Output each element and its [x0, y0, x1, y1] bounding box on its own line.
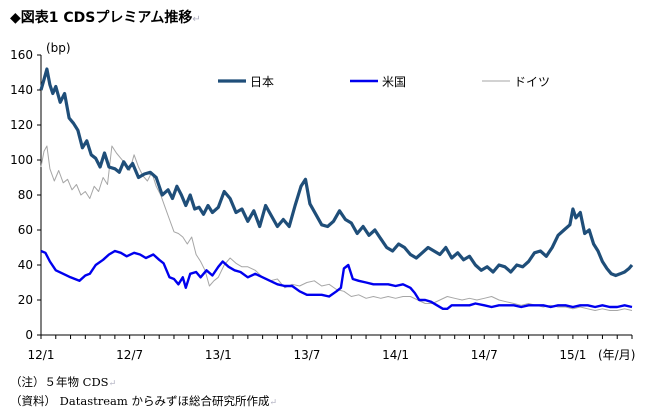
x-tick-label: 14/1 [382, 348, 409, 362]
y-tick-label: 160 [10, 48, 33, 62]
series-line-japan [39, 67, 634, 278]
y-axis-label: (bp) [46, 41, 71, 55]
y-tick-label: 120 [10, 118, 33, 132]
legend-label-japan: 日本 [250, 75, 274, 89]
y-tick-label: 80 [18, 188, 33, 202]
y-tick-label: 0 [25, 328, 33, 342]
x-tick-label: 12/7 [116, 348, 143, 362]
y-tick-label: 20 [18, 293, 33, 307]
note-line-2: （資料） Datastream からみずほ総合研究所作成↵ [10, 393, 277, 409]
cds-line-chart: 0 20 40 60 80 100 120 140 160 12/1 12/7 13/1 13/7 14… [10, 41, 635, 362]
series-line-germany [40, 145, 633, 311]
y-tick-label: 100 [10, 153, 33, 167]
x-axis: 12/1 12/7 13/1 13/7 14/1 14/7 15/1 [28, 334, 633, 362]
legend-label-us: 米国 [382, 75, 406, 89]
chart-title-text: ◆図表1 CDSプレミアム推移 [10, 10, 193, 26]
x-tick-label: 14/7 [471, 348, 498, 362]
x-tick-label: 12/1 [28, 348, 55, 362]
x-tick-label: 13/7 [293, 348, 320, 362]
x-tick-label: 15/1 [559, 348, 586, 362]
chart-title: ◆図表1 CDSプレミアム推移↵ [10, 7, 201, 27]
y-tick-label: 40 [18, 258, 33, 272]
y-tick-label: 140 [10, 83, 33, 97]
series-line-us [40, 249, 633, 310]
x-axis-label: (年/月) [598, 348, 635, 362]
note-line-1: （注）５年物 CDS↵ [10, 374, 116, 390]
x-tick-label: 13/1 [205, 348, 232, 362]
note-1-text: （注）５年物 CDS [10, 375, 109, 389]
series-layer [39, 67, 634, 311]
y-tick-label: 60 [18, 223, 33, 237]
return-mark-icon: ↵ [269, 398, 277, 408]
legend: 日本 米国 ドイツ [218, 75, 550, 89]
return-mark-icon: ↵ [108, 379, 117, 389]
y-axis: 0 20 40 60 80 100 120 140 160 [10, 48, 42, 342]
note-2-text: （資料） Datastream からみずほ総合研究所作成 [10, 394, 270, 408]
legend-label-germany: ドイツ [514, 75, 550, 89]
return-mark-icon: ↵ [192, 14, 201, 25]
